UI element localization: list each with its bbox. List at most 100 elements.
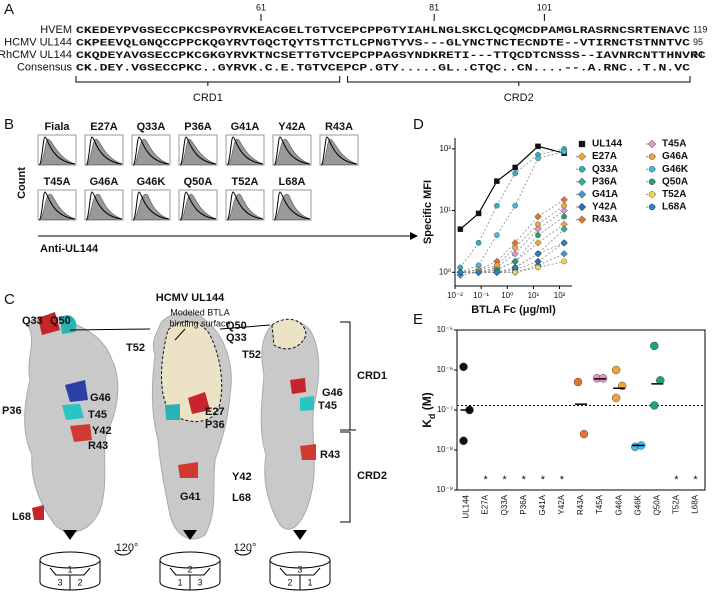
annotation-line	[219, 324, 271, 330]
histogram-line	[38, 136, 76, 166]
marker	[512, 264, 518, 271]
histogram-fill	[179, 193, 217, 221]
cylinder-top	[39, 551, 101, 569]
patch	[38, 312, 60, 335]
residue: R43	[88, 440, 108, 452]
axis-label: Anti-UL144	[40, 243, 99, 255]
marker	[648, 153, 656, 160]
histogram-fill	[85, 138, 123, 166]
cylinder-number: 1	[177, 577, 182, 587]
marker	[475, 240, 482, 246]
cylinder-number: 3	[197, 577, 202, 587]
x-tick-label: UL144	[462, 494, 471, 518]
residue: Y42	[232, 471, 252, 483]
cylinder-number: 3	[57, 577, 62, 587]
region-label: CRD1	[357, 370, 387, 382]
marker	[578, 165, 586, 173]
cylinder-number: 2	[187, 564, 192, 574]
rotation-label: 120°	[116, 542, 139, 554]
marker	[494, 178, 500, 184]
panel-label: A	[4, 1, 14, 18]
panel-label: C	[4, 291, 15, 308]
residue: E27	[205, 406, 225, 418]
marker	[560, 250, 568, 258]
no-binding: *	[503, 474, 508, 486]
position: 61	[256, 2, 266, 12]
histogram-label: Q50A	[184, 176, 213, 188]
histogram-label: P36A	[184, 121, 212, 133]
marker	[648, 178, 656, 186]
no-binding: *	[541, 474, 546, 486]
histogram-fill	[226, 138, 264, 166]
marker	[648, 165, 656, 173]
annotation-line	[69, 328, 151, 331]
histogram-fill	[273, 193, 311, 221]
legend-label: R43A	[592, 214, 618, 225]
axis-label: Count	[16, 167, 28, 199]
surface-right	[260, 319, 320, 530]
annotation: binding surface	[169, 318, 230, 328]
cylinders: 13 221 332 1	[39, 530, 331, 591]
region-label: CRD2	[504, 92, 534, 104]
marker	[511, 250, 519, 258]
histogram-label: T52A	[232, 176, 259, 188]
marker	[535, 250, 541, 257]
row-end: 95	[693, 37, 703, 47]
axis-label: Specific MFI	[422, 180, 434, 244]
fit-line	[460, 242, 565, 273]
residue: T45	[88, 409, 107, 421]
marker	[577, 215, 587, 224]
residue: Y42	[92, 425, 112, 437]
rotation-arrow	[114, 549, 132, 556]
cylinder-number: 2	[287, 577, 292, 587]
region-label: CRD2	[357, 470, 387, 482]
legend-label: P36A	[592, 176, 617, 187]
histogram-label: G46K	[137, 176, 166, 188]
annotation-line	[174, 328, 186, 341]
histogram-fill	[38, 138, 76, 166]
legend-label: L68A	[662, 202, 686, 213]
no-binding: *	[483, 474, 488, 486]
fit-line	[460, 210, 565, 273]
histogram-line	[85, 136, 123, 166]
marker	[494, 232, 500, 238]
y-tick-label: 10¹	[439, 206, 451, 215]
histogram-label: G46A	[90, 176, 119, 188]
fit-line	[460, 148, 565, 268]
patch	[300, 396, 314, 411]
y-tick-label: 10⁻⁷	[437, 405, 453, 414]
marker	[561, 202, 567, 209]
row-name: RhCMV UL144	[0, 49, 72, 61]
x-tick-label: 10¹	[528, 291, 540, 300]
marker	[648, 191, 656, 198]
arrow	[293, 530, 307, 540]
marker	[648, 203, 656, 211]
fit-line	[460, 205, 565, 273]
residue: Q33	[226, 332, 247, 344]
axis-label-part: K	[420, 419, 434, 428]
residue: L68	[12, 511, 31, 523]
histogram-fill	[85, 193, 123, 221]
position: 101	[537, 2, 552, 12]
x-tick-label: G46K	[633, 494, 642, 515]
sequence: CK.DEY.VGSECCPKC..GYRVK.C.E.TGTVCEPCP.GT…	[76, 62, 691, 74]
cylinder-divide	[169, 567, 211, 590]
y-tick-label: 10⁻⁶	[437, 365, 453, 374]
region-bracket	[75, 76, 341, 86]
point	[650, 341, 659, 351]
region-bracket	[340, 321, 356, 523]
point	[579, 429, 589, 439]
marker	[560, 225, 568, 233]
cylinder-number: 1	[307, 577, 312, 587]
binding-surface	[271, 318, 307, 350]
residue: P36	[2, 405, 22, 417]
fit-line	[460, 261, 565, 273]
residue: T45	[318, 400, 337, 412]
residue: Q50	[50, 315, 71, 327]
arrow	[63, 530, 77, 540]
row-end: 94	[693, 49, 703, 59]
marker	[457, 269, 464, 276]
y-tick-label: 10⁻⁸	[437, 445, 454, 454]
marker	[475, 262, 482, 269]
marker	[534, 239, 542, 247]
